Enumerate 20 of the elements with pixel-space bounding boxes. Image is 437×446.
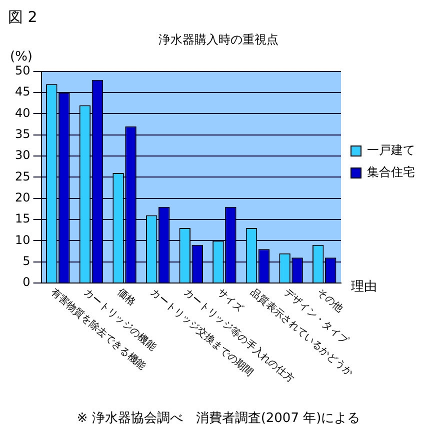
y-tick-label: 15 xyxy=(14,212,30,226)
x-axis-title: 理由 xyxy=(351,279,377,294)
y-tick-label: 20 xyxy=(14,190,30,204)
chart-title: 浄水器購入時の重視点 xyxy=(158,32,278,46)
legend-label: 集合住宅 xyxy=(367,165,415,180)
y-axis-title: (%) xyxy=(10,49,32,64)
y-tick-label: 30 xyxy=(14,148,30,162)
y-tick-label: 40 xyxy=(14,106,30,120)
y-tick-label: 10 xyxy=(14,232,30,247)
y-tick-label: 0 xyxy=(22,275,30,290)
y-tick-label: 35 xyxy=(14,127,30,142)
x-tick-label: その他 xyxy=(314,286,346,315)
y-tick-label: 25 xyxy=(14,169,30,184)
y-tick-label: 45 xyxy=(14,84,30,99)
text: ※ 浄水器協会調べ 消費者調査(2007 年)による xyxy=(76,410,362,427)
legend-label: 一戸建て xyxy=(367,143,415,158)
y-tick-label: 50 xyxy=(14,64,30,78)
y-tick-label: 5 xyxy=(22,254,30,268)
caption: 図 2 xyxy=(8,8,38,27)
x-tick-label: 価格 xyxy=(114,286,138,308)
